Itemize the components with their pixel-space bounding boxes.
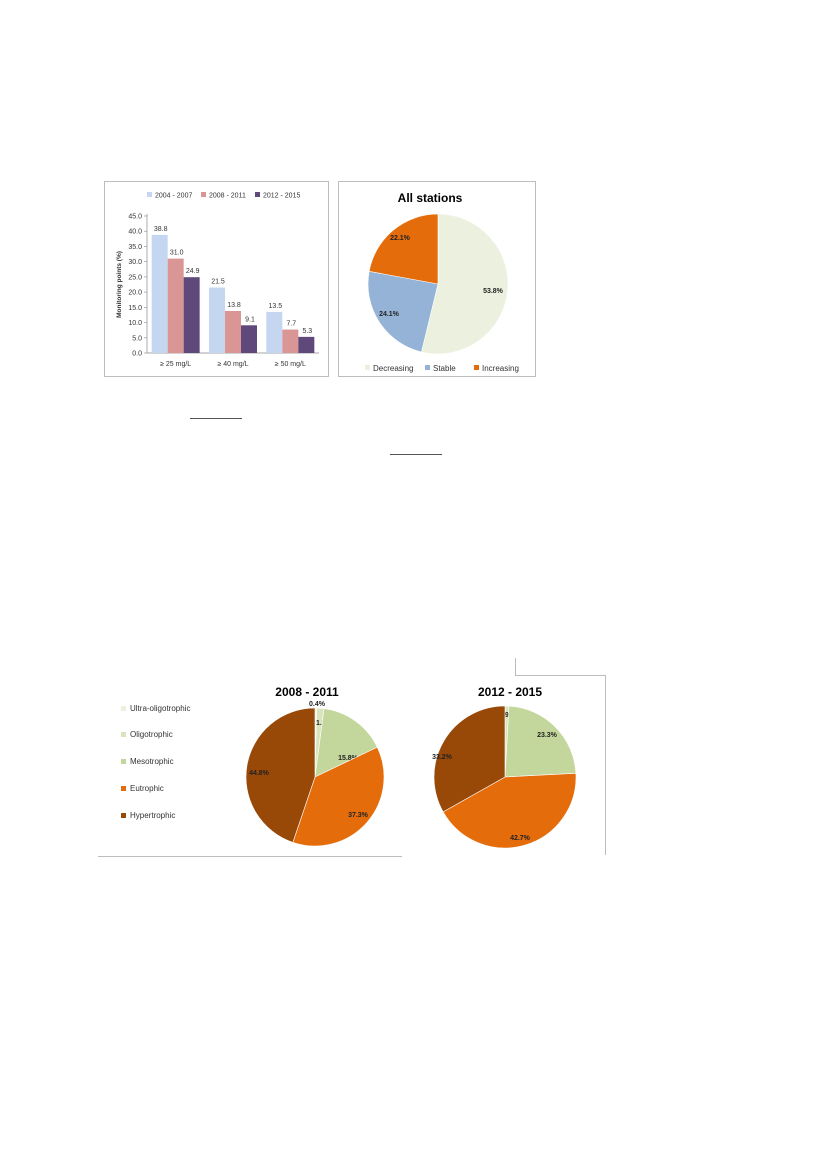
- bar-2004-2007-3: [266, 311, 283, 353]
- all-stations-slice-label-stable: 24.1%: [379, 311, 400, 318]
- trophic-legend-label-mesotrophic: Mesotrophic: [130, 757, 174, 766]
- pie-2012-2015-slice-eutrophic: [442, 773, 577, 849]
- pie-all-legend-swatch-decreasing: [365, 365, 370, 370]
- y-tick-label: 10.0: [128, 320, 142, 327]
- trophic-charts: Ultra-oligotrophic Oligotrophic Mesotrophi…: [121, 685, 577, 849]
- y-tick-label: 20.0: [128, 290, 142, 297]
- pie-all-legend-label-increasing: Increasing: [482, 364, 519, 373]
- y-tick-label: 40.0: [128, 229, 142, 236]
- pie-2012-2015-slice-label-mesotrophic: 23.3%: [537, 732, 558, 739]
- trophic-legend-swatch-hypertrophic: [121, 813, 126, 818]
- bar-value-label: 5.3: [302, 328, 312, 335]
- trophic-legend-label-oligotrophic: Oligotrophic: [130, 730, 173, 739]
- pie-all-legend-label-stable: Stable: [433, 364, 456, 373]
- trophic-legend-label-ultra-oligotrophic: Ultra-oligotrophic: [130, 704, 190, 713]
- y-tick-label: 0.0: [132, 351, 142, 358]
- bar-chart-frame: 2004 - 2007 2008 - 2011 2012 - 2015 0.0 5.0 1…: [104, 181, 329, 377]
- pie-all-stations: All stations 53.8% 24.1% 22.1% Decreasing Sta…: [365, 191, 519, 373]
- pie-2008-2011-slice-label-hypertrophic: 44.8%: [249, 770, 270, 777]
- pie-2008-2011-slice-hypertrophic: [245, 707, 316, 843]
- bar-2012-2015-3: [298, 336, 315, 353]
- all-stations-slice-label-increasing: 22.1%: [390, 235, 411, 242]
- bar-chart: 2004 - 2007 2008 - 2011 2012 - 2015 0.0 5.0 1…: [116, 192, 319, 368]
- y-axis-label: Monitoring points (%): [116, 251, 123, 318]
- legend-label-2004-2007: 2004 - 2007: [155, 193, 192, 200]
- divider-rule-1: [190, 418, 242, 419]
- y-tick-label: 30.0: [128, 259, 142, 266]
- bar-value-label: 31.0: [170, 250, 184, 257]
- bottom-frame-bottom-line: [98, 856, 402, 857]
- x-category-label: ≥ 25 mg/L: [160, 361, 191, 368]
- x-category-label: ≥ 40 mg/L: [217, 361, 248, 368]
- pie-2008-2011-slice-label-mesotrophic: 15.8%: [338, 755, 359, 762]
- pie-2012-2015-title: 2012 - 2015: [478, 685, 542, 699]
- pie-2012-2015-slice-label-eutrophic: 42.7%: [510, 835, 531, 842]
- y-tick-label: 45.0: [128, 214, 142, 221]
- pie-2012-2015-slice-hypertrophic: [433, 705, 506, 813]
- legend-swatch-2004-2007: [147, 192, 152, 197]
- bar-value-label: 13.8: [227, 302, 241, 309]
- pie-all-legend-label-decreasing: Decreasing: [373, 364, 413, 373]
- trophic-legend-swatch-oligotrophic: [121, 732, 126, 737]
- legend-label-2008-2011: 2008 - 2011: [209, 193, 246, 200]
- pie-all-title: All stations: [398, 191, 463, 205]
- pie-2012-2015-slice-mesotrophic: [504, 705, 577, 778]
- pie-2008-2011-slice-eutrophic: [292, 746, 385, 847]
- bar-2012-2015-2: [241, 325, 257, 353]
- bar-2008-2011-1: [167, 258, 184, 353]
- bottom-frame-left-line: [515, 658, 516, 676]
- pie-all-legend-swatch-increasing: [474, 365, 479, 370]
- bar-value-label: 13.5: [269, 303, 283, 310]
- bar-2004-2007-2: [209, 287, 225, 353]
- all-stations-slice-increasing: [368, 213, 439, 285]
- legend-label-2012-2015: 2012 - 2015: [263, 193, 300, 200]
- bar-2008-2011-3: [282, 329, 299, 353]
- trophic-legend-label-hypertrophic: Hypertrophic: [130, 811, 175, 820]
- bar-2012-2015-1: [183, 277, 200, 353]
- bar-value-label: 9.1: [245, 316, 255, 323]
- bottom-frame-top-line: [515, 675, 605, 676]
- pie-2008-2011-title: 2008 - 2011: [275, 685, 339, 699]
- y-tick-label: 35.0: [128, 244, 142, 251]
- all-stations-slice-label-decreasing: 53.8%: [483, 288, 504, 295]
- trophic-legend-label-eutrophic: Eutrophic: [130, 784, 164, 793]
- pie-2008-2011-slice-label-eutrophic: 37.3%: [348, 812, 369, 819]
- divider-rule-2: [390, 454, 442, 455]
- pie-all-stations-frame: All stations 53.8% 24.1% 22.1% Decreasing Sta…: [338, 181, 536, 377]
- pie-2008-2011-slice-mesotrophic: [314, 708, 378, 778]
- bar-value-label: 21.5: [211, 279, 225, 286]
- x-category-label: ≥ 50 mg/L: [275, 361, 306, 368]
- all-stations-slice-decreasing: [421, 213, 509, 355]
- bar-value-label: 24.9: [186, 268, 200, 275]
- legend-swatch-2008-2011: [201, 192, 206, 197]
- pie-2012-2015-slice-label-hypertrophic: 33.2%: [432, 754, 453, 761]
- bar-value-label: 38.8: [154, 226, 168, 233]
- pie-all-legend-swatch-stable: [425, 365, 430, 370]
- bar-2004-2007-1: [151, 234, 168, 353]
- y-tick-label: 25.0: [128, 274, 142, 281]
- trophic-legend-swatch-ultra-oligotrophic: [121, 706, 126, 711]
- pie-2008-2011-slice-label-ultra-oligotrophic: 0.4%: [309, 701, 326, 708]
- legend-swatch-2012-2015: [255, 192, 260, 197]
- trophic-legend-swatch-eutrophic: [121, 786, 126, 791]
- bar-value-label: 7.7: [286, 321, 296, 328]
- y-tick-label: 5.0: [132, 335, 142, 342]
- bottom-frame-right-line: [605, 675, 606, 855]
- y-tick-label: 15.0: [128, 305, 142, 312]
- all-stations-slice-stable: [367, 270, 439, 353]
- bar-2008-2011-2: [225, 310, 241, 353]
- pie-2012-2015-slice-label-oligotrophic: 0.9%: [499, 712, 516, 719]
- trophic-legend-swatch-mesotrophic: [121, 759, 126, 764]
